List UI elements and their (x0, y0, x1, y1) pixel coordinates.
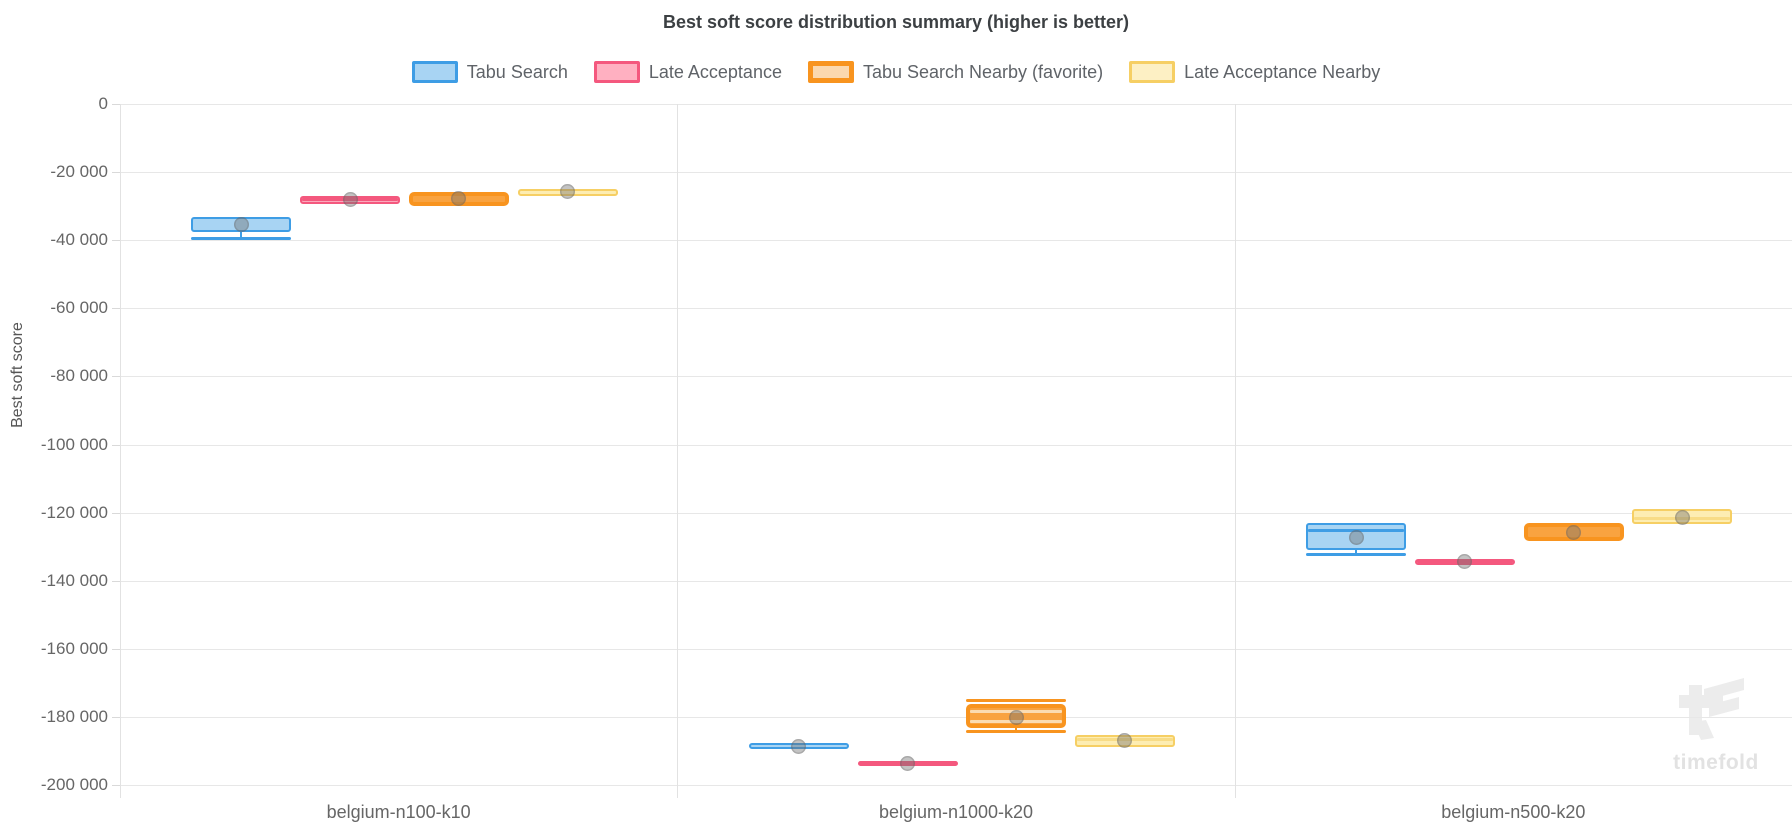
y-gridline (120, 717, 1792, 718)
mean-dot (1674, 510, 1690, 526)
x-category-label: belgium-n1000-k20 (878, 802, 1034, 822)
mean-dot (342, 192, 358, 208)
box (1306, 523, 1406, 551)
x-category-label: belgium-n500-k20 (1441, 802, 1586, 822)
chart-title: Best soft score distribution summary (hi… (662, 12, 1130, 32)
y-gridline (120, 104, 1792, 105)
panel-separator (677, 104, 678, 798)
mean-dot (451, 190, 467, 206)
median-line (1308, 529, 1404, 533)
mean-dot (1348, 529, 1364, 545)
y-gridline (120, 445, 1792, 446)
y-tick-label: -200 000 (40, 775, 108, 794)
legend-swatch-tabu-search-nearby-favorite (807, 61, 854, 83)
box (191, 216, 291, 233)
legend-swatch-late-acceptance (593, 61, 640, 83)
legend-label-tabu-search: Tabu Search (466, 61, 568, 82)
y-tick-label: -140 000 (40, 571, 108, 590)
legend-item-late-acceptance-nearby[interactable]: Late Acceptance Nearby (1129, 61, 1380, 83)
y-tick-label: -60 000 (50, 298, 108, 317)
legend-label-tabu-search-nearby-favorite: Tabu Search Nearby (favorite) (862, 61, 1104, 82)
legend-swatch-late-acceptance-nearby (1129, 61, 1176, 83)
median-line (1417, 560, 1513, 564)
y-gridline (120, 785, 1792, 786)
box (1632, 508, 1732, 524)
y-axis-tick (112, 308, 120, 309)
y-gridline (120, 513, 1792, 514)
median-line (860, 762, 956, 766)
watermark-text: timefold (1673, 751, 1759, 774)
median-line (302, 198, 398, 202)
y-tick-label: -40 000 (50, 230, 108, 249)
y-axis-tick (112, 785, 120, 786)
y-axis-tick (112, 240, 120, 241)
legend-label-late-acceptance: Late Acceptance (648, 61, 782, 82)
y-axis-tick (112, 376, 120, 377)
legend-item-tabu-search[interactable]: Tabu Search (411, 61, 568, 83)
y-tick-label: -80 000 (50, 366, 108, 385)
y-gridline (120, 649, 1792, 650)
mean-dot (1566, 525, 1582, 541)
y-gridline (120, 172, 1792, 173)
y-axis-tick (112, 717, 120, 718)
median-line (970, 709, 1062, 713)
whisker-min-line (1306, 552, 1406, 556)
legend-item-late-acceptance[interactable]: Late Acceptance (593, 61, 782, 83)
x-category-label: belgium-n100-k10 (326, 802, 471, 822)
legend-label-late-acceptance-nearby: Late Acceptance Nearby (1184, 61, 1381, 82)
whisker-max-line (966, 698, 1066, 702)
whisker-min-line (966, 729, 1066, 733)
mean-dot (1008, 709, 1024, 725)
box (749, 743, 849, 749)
whisker-connector (240, 232, 243, 239)
y-axis-tick (112, 172, 120, 173)
y-tick-label: -160 000 (40, 639, 108, 658)
legend: Tabu Search Late Acceptance Tabu Search Ne… (0, 59, 1792, 85)
legend-item-tabu-search-nearby-favorite[interactable]: Tabu Search Nearby (favorite) (807, 61, 1104, 83)
box (1524, 522, 1624, 542)
box-inner-line (970, 719, 1062, 723)
watermark: timefold (1668, 672, 1764, 775)
plot-area (120, 104, 1792, 798)
median-line (1634, 516, 1730, 520)
y-axis-tick (112, 104, 120, 105)
y-axis-tick (112, 513, 120, 514)
whisker-min-line (191, 236, 291, 240)
mean-dot (1457, 554, 1473, 570)
y-gridline (120, 376, 1792, 377)
mean-dot (791, 738, 807, 754)
y-gridline (120, 581, 1792, 582)
y-axis-tick (112, 649, 120, 650)
y-tick-label: -120 000 (40, 503, 108, 522)
y-axis-tick (112, 445, 120, 446)
mean-dot (233, 217, 249, 233)
timefold-logo-icon (1677, 678, 1755, 748)
y-tick-label: -180 000 (40, 707, 108, 726)
y-gridline (120, 308, 1792, 309)
whisker-connector (1015, 728, 1018, 732)
y-axis-line (120, 104, 121, 798)
mean-dot (1117, 733, 1133, 749)
y-axis-tick (112, 581, 120, 582)
panel-separator (1235, 104, 1236, 798)
mean-dot (900, 756, 915, 772)
box (518, 189, 618, 196)
y-tick-label: -100 000 (40, 435, 108, 454)
y-tick-label: 0 (98, 94, 108, 113)
mean-dot (560, 184, 576, 200)
whisker-connector (1355, 550, 1358, 555)
median-line (1077, 738, 1173, 742)
y-tick-label: -20 000 (50, 162, 108, 181)
box (409, 192, 509, 207)
legend-swatch-tabu-search (411, 61, 458, 83)
y-gridline (120, 240, 1792, 241)
